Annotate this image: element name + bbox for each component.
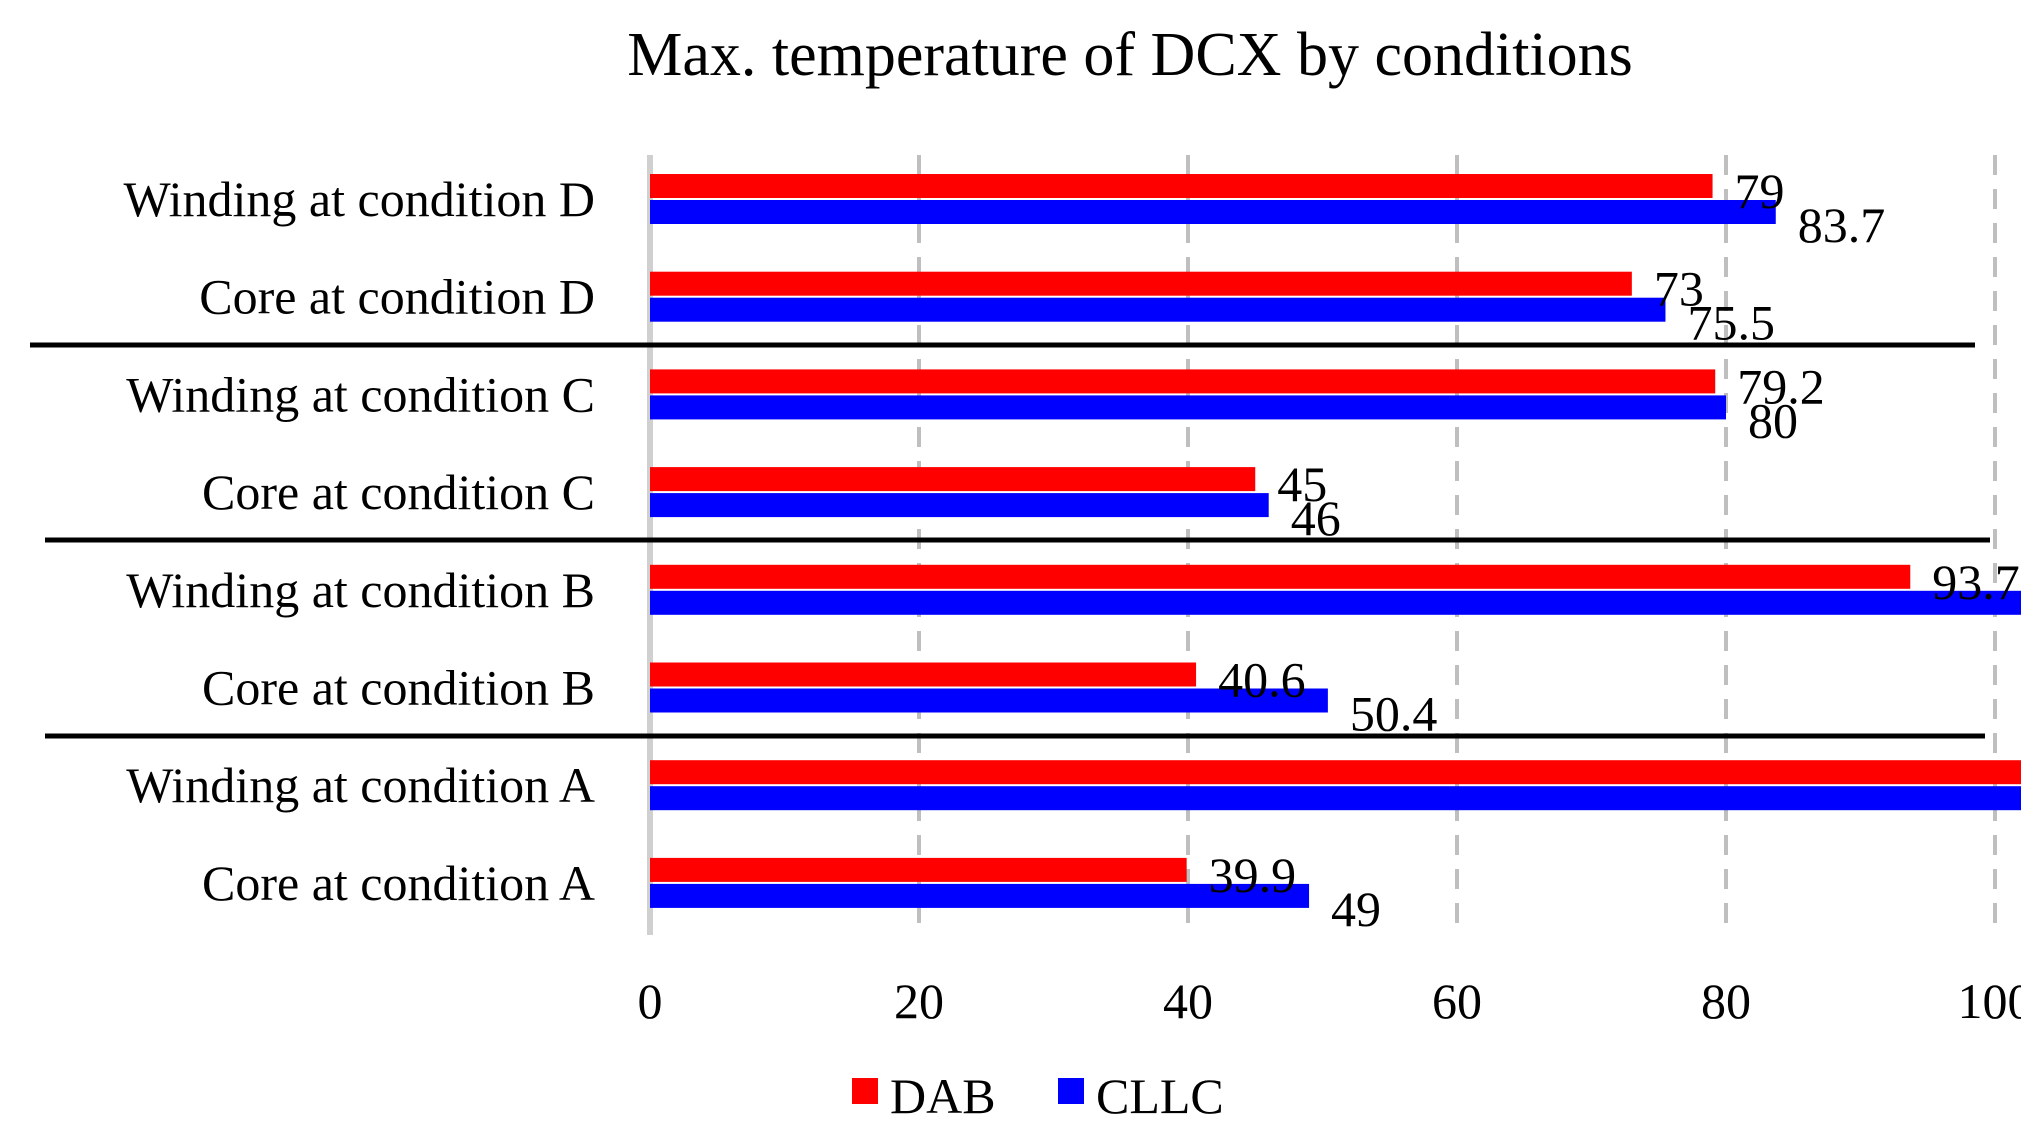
value-label-cllc-core-at-condition-a: 49 [1331, 881, 1381, 937]
value-label-cllc-core-at-condition-c: 46 [1291, 490, 1341, 546]
bars [650, 174, 2021, 908]
bar-cllc-core-at-condition-d [650, 297, 1666, 322]
bar-dab-winding-at-condition-c [650, 369, 1716, 394]
x-tick-label-100: 100 [1958, 973, 2021, 1029]
x-tick-label-60: 60 [1432, 973, 1482, 1029]
value-label-dab-winding-at-condition-d: 79 [1735, 163, 1785, 219]
value-label-dab-winding-at-condition-b: 93.7 [1932, 554, 2020, 610]
x-tick-label-80: 80 [1701, 973, 1751, 1029]
x-tick-label-0: 0 [638, 973, 663, 1029]
chart-title: Max. temperature of DCX by conditions [627, 21, 1633, 89]
bar-dab-winding-at-condition-d [650, 174, 1713, 198]
bar-dab-core-at-condition-a [650, 857, 1187, 882]
category-label-core-at-condition-b: Core at condition B [202, 660, 595, 716]
category-label-winding-at-condition-c: Winding at condition C [126, 366, 595, 422]
legend-swatch-cllc [1058, 1078, 1084, 1104]
category-label-core-at-condition-d: Core at condition D [199, 269, 595, 325]
value-label-cllc-core-at-condition-d: 75.5 [1687, 295, 1775, 351]
value-label-cllc-winding-at-condition-c: 80 [1748, 392, 1798, 448]
value-label-dab-core-at-condition-c: 45 [1277, 456, 1327, 512]
category-labels: Winding at condition D Core at condition … [123, 171, 595, 911]
bar-dab-core-at-condition-c [650, 467, 1256, 492]
bar-dab-core-at-condition-b [650, 662, 1197, 687]
x-tick-label-40: 40 [1163, 973, 1213, 1029]
x-tick-labels: 020406080100120140 [638, 973, 2021, 1029]
legend-swatch-dab [852, 1078, 878, 1104]
bar-cllc-winding-at-condition-d [650, 200, 1776, 224]
category-label-winding-at-condition-b: Winding at condition B [126, 562, 595, 618]
bar-cllc-winding-at-condition-b [650, 590, 2021, 615]
value-label-dab-core-at-condition-d: 73 [1654, 261, 1704, 317]
category-label-core-at-condition-c: Core at condition C [202, 464, 595, 520]
x-tick-label-20: 20 [894, 973, 944, 1029]
data-labels: 7983.77375.579.280454693.711040.650.4103… [1209, 163, 2020, 937]
value-label-cllc-core-at-condition-b: 50.4 [1350, 686, 1438, 742]
value-label-dab-core-at-condition-a: 39.9 [1209, 847, 1297, 903]
group-separators [30, 342, 1990, 739]
bar-cllc-core-at-condition-c [650, 493, 1269, 518]
bar-cllc-winding-at-condition-a [650, 786, 2021, 811]
bar-dab-winding-at-condition-b [650, 564, 1911, 589]
bar-cllc-winding-at-condition-c [650, 395, 1726, 420]
bar-cllc-core-at-condition-a [650, 883, 1310, 908]
legend-label-dab: DAB [890, 1068, 996, 1124]
bar-dab-core-at-condition-d [650, 271, 1632, 296]
bar-dab-winding-at-condition-a [650, 760, 2021, 785]
value-label-dab-winding-at-condition-c: 79.2 [1737, 358, 1825, 414]
legend: DAB CLLC [852, 1068, 1224, 1124]
category-label-core-at-condition-a: Core at condition A [202, 855, 595, 911]
bar-cllc-core-at-condition-b [650, 688, 1328, 713]
value-label-dab-core-at-condition-b: 40.6 [1218, 652, 1306, 708]
category-label-winding-at-condition-d: Winding at condition D [123, 171, 595, 227]
value-label-cllc-winding-at-condition-d: 83.7 [1798, 197, 1886, 253]
legend-label-cllc: CLLC [1096, 1068, 1224, 1124]
category-label-winding-at-condition-a: Winding at condition A [126, 757, 595, 813]
